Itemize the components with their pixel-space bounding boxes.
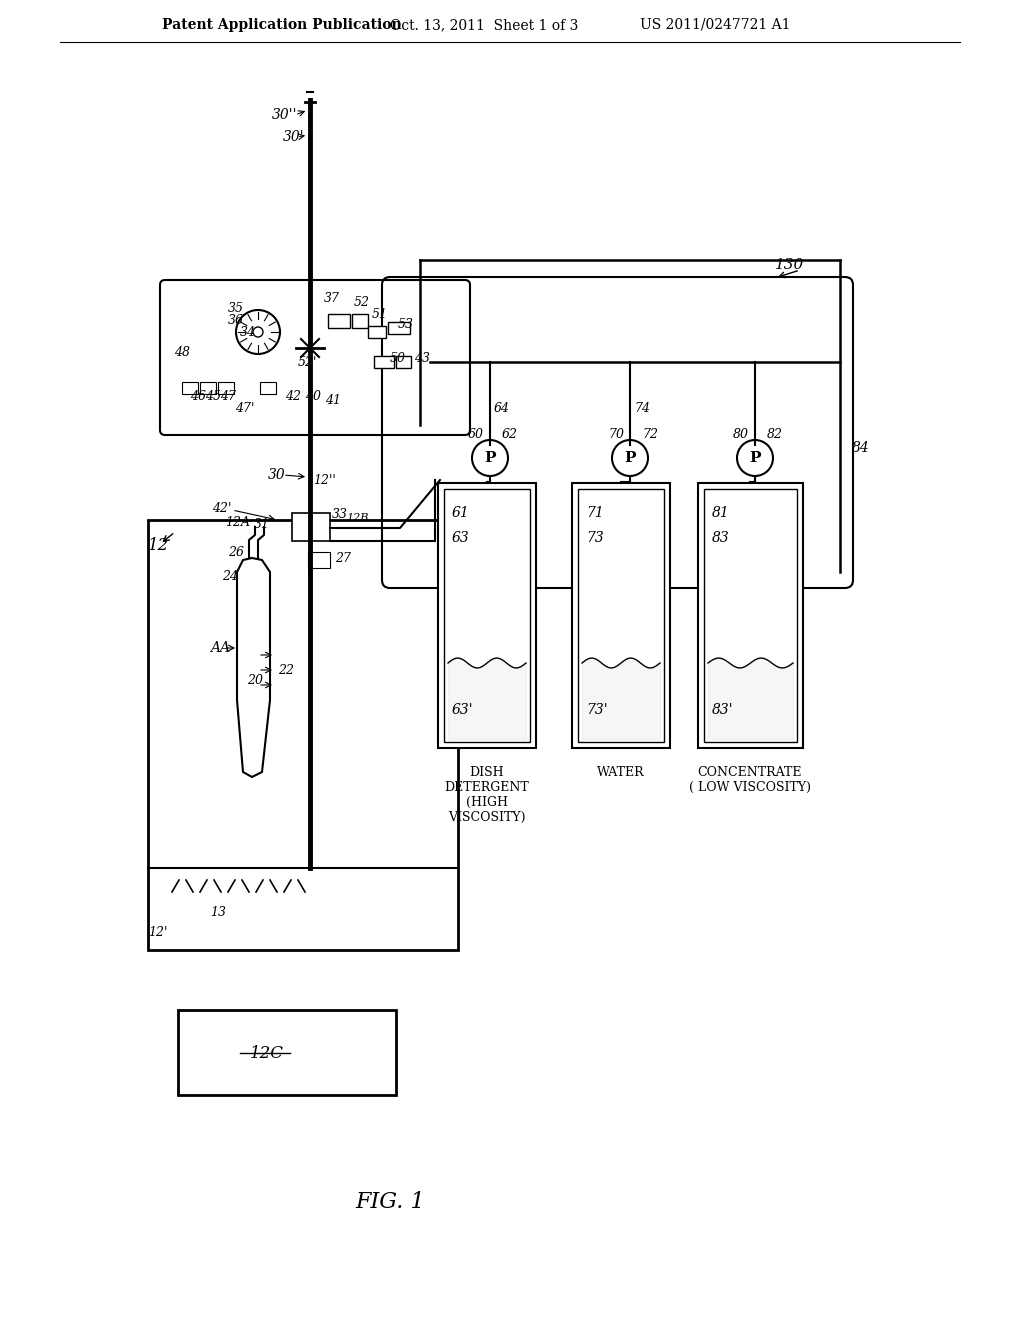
Text: 41: 41 [325,393,341,407]
Text: 52': 52' [298,355,317,368]
Text: 63: 63 [452,531,470,545]
Text: 36: 36 [228,314,244,326]
Text: 51: 51 [372,309,388,322]
Text: 83': 83' [712,704,733,717]
Bar [328,314,350,327]
Text: 30: 30 [268,469,286,482]
Text: 62: 62 [502,428,518,441]
Text: 34: 34 [240,326,256,338]
Text: P: P [484,451,496,465]
Text: 63': 63' [452,704,474,717]
Text: 72: 72 [642,428,658,441]
Text: 13: 13 [210,906,226,919]
Text: P: P [750,451,761,465]
Bar [218,381,234,393]
Text: 52: 52 [354,296,370,309]
Text: 42: 42 [285,389,301,403]
Text: 61: 61 [452,506,470,520]
Bar [178,1010,396,1096]
Bar [705,488,797,742]
Text: 74: 74 [634,401,650,414]
Text: 40: 40 [305,389,321,403]
Bar [698,483,803,748]
Text: Oct. 13, 2011  Sheet 1 of 3: Oct. 13, 2011 Sheet 1 of 3 [390,18,579,32]
Text: 46: 46 [190,389,206,403]
Bar [572,483,670,748]
Bar [200,381,216,393]
Circle shape [253,327,263,337]
Text: 33: 33 [332,507,348,520]
Text: 60: 60 [468,428,484,441]
Text: 31: 31 [254,519,270,532]
Text: 130: 130 [775,257,804,272]
Text: FIG. 1: FIG. 1 [355,1191,425,1213]
Text: 24: 24 [222,569,238,582]
Text: 26: 26 [228,545,244,558]
Circle shape [472,440,508,477]
Bar [374,356,394,368]
Bar [444,488,530,742]
Bar [368,326,386,338]
Text: 64: 64 [494,401,510,414]
Text: 73': 73' [586,704,607,717]
Text: 30': 30' [283,129,304,144]
Text: WATER: WATER [597,766,645,779]
Text: 35: 35 [228,301,244,314]
Text: 12A: 12A [225,516,250,528]
Text: 84: 84 [852,441,869,455]
Text: 48: 48 [174,346,190,359]
Text: 82: 82 [767,428,783,441]
Text: 53: 53 [398,318,414,331]
Bar [182,381,198,393]
Text: 12B: 12B [346,513,369,523]
Text: 50: 50 [390,351,406,364]
Bar [260,381,276,393]
Text: 12C: 12C [250,1044,284,1061]
Bar [396,356,411,368]
Text: US 2011/0247721 A1: US 2011/0247721 A1 [640,18,791,32]
Text: 81: 81 [712,506,730,520]
Text: CONCENTRATE
( LOW VISCOSITY): CONCENTRATE ( LOW VISCOSITY) [689,766,811,795]
Text: 45: 45 [205,389,221,403]
Bar [308,552,330,568]
Text: 37: 37 [324,292,340,305]
Text: 70: 70 [608,428,624,441]
Text: 83: 83 [712,531,730,545]
Circle shape [236,310,280,354]
Text: 12': 12' [148,925,167,939]
Bar [438,483,536,748]
Bar [388,322,410,334]
Text: 12: 12 [148,536,169,553]
Bar [292,513,330,541]
Text: 12'': 12'' [313,474,336,487]
Text: 80: 80 [733,428,749,441]
Text: P: P [625,451,636,465]
Text: 22: 22 [278,664,294,676]
Bar [148,520,458,950]
Text: 43: 43 [414,351,430,364]
Bar [352,314,368,327]
Bar [578,488,664,742]
Text: 30'': 30'' [272,108,298,121]
Text: DISH
DETERGENT
(HIGH
VISCOSITY): DISH DETERGENT (HIGH VISCOSITY) [444,766,529,824]
Text: 20: 20 [247,673,263,686]
Text: AA: AA [210,642,230,655]
Text: 47: 47 [220,389,236,403]
Text: 71: 71 [586,506,604,520]
Text: 73: 73 [586,531,604,545]
Text: 47': 47' [234,401,254,414]
Text: 27: 27 [335,552,351,565]
Circle shape [612,440,648,477]
Text: 42': 42' [212,502,231,515]
Text: Patent Application Publication: Patent Application Publication [162,18,401,32]
Circle shape [737,440,773,477]
